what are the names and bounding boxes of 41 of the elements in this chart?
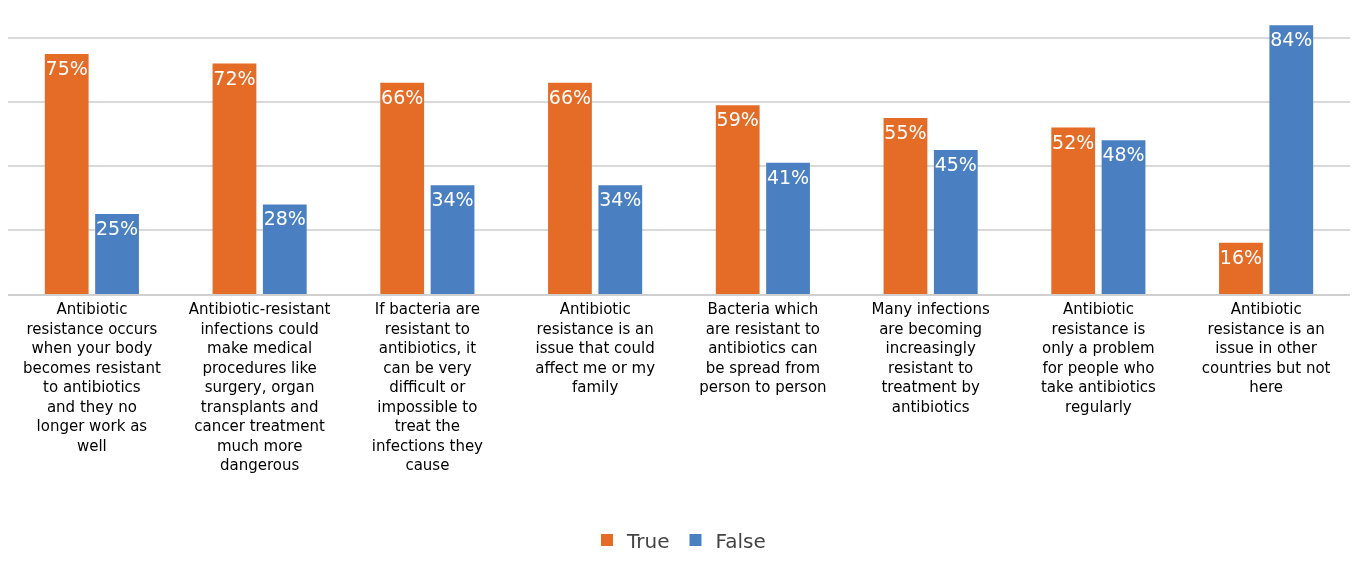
data-label: 48%	[1102, 143, 1145, 166]
bar	[548, 82, 592, 294]
x-tick-label: Antibiotic resistance is an issue that could affect me or my family	[535, 300, 656, 396]
x-tick-label: Many infections are becoming increasingly resistant to treatment by antibiotics	[871, 300, 990, 416]
bar	[1269, 25, 1314, 294]
bar	[212, 63, 257, 294]
data-label: 55%	[884, 120, 927, 143]
bar	[430, 185, 475, 294]
bar	[1051, 127, 1096, 294]
x-tick-label: Antibiotic resistance occurs when your body becomes resistant to antibiotics and they no longer work as well	[22, 300, 161, 455]
bar	[262, 204, 307, 294]
category-label: If bacteria are resistant to antibiotics, it can be very difficult or impossible to treat the infections they cause	[371, 300, 484, 474]
data-label: 84%	[1270, 28, 1313, 51]
data-label: 59%	[716, 108, 759, 131]
legend-label: True	[626, 528, 670, 553]
x-tick-label: Antibiotic resistance is only a problem for people who take antibiotics regularly	[1040, 300, 1157, 416]
bar	[883, 117, 928, 294]
data-label: 34%	[599, 188, 642, 211]
data-label: 66%	[548, 85, 592, 108]
data-label: 41%	[766, 165, 810, 188]
bar	[1101, 140, 1146, 294]
bar	[380, 82, 425, 294]
data-label: 28%	[263, 207, 306, 230]
bar	[715, 105, 760, 294]
bar	[95, 213, 139, 294]
data-label: 52%	[1052, 130, 1095, 153]
data-label: 16%	[1219, 245, 1263, 268]
x-tick-label: Bacteria which are resistant to antibiotics can be spread from person to person	[699, 300, 827, 396]
bar	[933, 149, 978, 294]
bar	[598, 185, 643, 294]
x-tick-label: Antibiotic resistance is an issue in other countries but not here	[1201, 300, 1331, 396]
data-label: 34%	[431, 188, 474, 211]
data-label: 25%	[95, 216, 139, 239]
data-label: 45%	[934, 152, 977, 175]
category-label: Antibiotic-resistant infections could make medical procedures like surgery, organ transplants and cancer treatment much more dangerous	[188, 300, 331, 474]
legend-label: False	[715, 528, 766, 553]
data-label: 75%	[45, 56, 88, 79]
bar	[766, 162, 810, 294]
bar	[44, 53, 89, 294]
data-label: 72%	[213, 66, 256, 89]
data-label: 66%	[381, 85, 424, 108]
